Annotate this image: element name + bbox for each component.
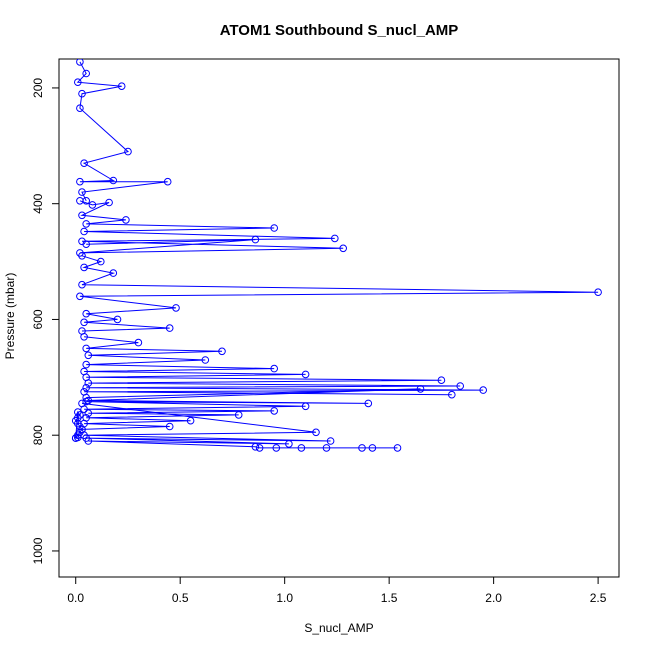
data-point — [272, 444, 281, 452]
data-point — [479, 386, 488, 394]
data-point — [78, 188, 86, 196]
data-point — [437, 376, 446, 385]
data-point — [109, 269, 118, 277]
data-point — [163, 177, 172, 186]
y-tick-label: 1000 — [31, 537, 45, 564]
x-tick-label: 0.5 — [172, 591, 189, 605]
data-point — [88, 201, 97, 209]
data-point — [134, 338, 143, 347]
data-point — [251, 443, 260, 451]
data-point — [82, 383, 90, 392]
data-point — [117, 82, 126, 90]
data-point — [255, 444, 264, 452]
data-point — [312, 428, 320, 437]
y-tick-label: 200 — [31, 78, 45, 98]
x-tick-label: 1.0 — [276, 591, 293, 605]
data-point — [82, 397, 90, 406]
axes: 0.0 0.5 1.0 1.5 2.0 2.5 200 400 600 800 1000 — [31, 78, 607, 605]
y-axis-label: Pressure (mbar) — [3, 273, 17, 360]
data-point — [80, 333, 88, 341]
data-point — [594, 288, 602, 297]
x-tick-label: 2.0 — [485, 591, 502, 605]
chart-title: ATOM1 Southbound S_nucl_AMP — [220, 22, 459, 39]
data-point — [285, 440, 293, 448]
series-line-1 — [79, 200, 344, 254]
series-line-0 — [76, 61, 168, 202]
y-tick-label: 800 — [31, 425, 45, 445]
data-point — [331, 234, 339, 243]
data-point — [201, 356, 210, 364]
data-point — [82, 344, 90, 353]
data-point — [358, 444, 366, 452]
data-point — [82, 309, 90, 318]
data-point — [234, 411, 243, 419]
series-line-4 — [81, 388, 421, 430]
data-point — [84, 437, 93, 445]
data-point — [122, 216, 130, 224]
data-point — [364, 399, 373, 408]
data-point — [76, 292, 84, 301]
data-point — [113, 315, 122, 324]
data-point — [251, 235, 260, 244]
data-point — [78, 252, 86, 260]
series-line-3 — [84, 336, 484, 396]
plot-frame — [58, 58, 620, 578]
data-point — [80, 318, 88, 327]
data-point — [172, 304, 180, 312]
data-point — [76, 59, 84, 66]
data-point — [270, 407, 279, 415]
data-point — [416, 385, 425, 393]
data-point — [393, 444, 402, 452]
data-point — [297, 444, 306, 452]
x-tick-label: 0.0 — [67, 591, 84, 605]
data-point — [270, 364, 279, 373]
y-tick-label: 400 — [31, 193, 45, 213]
data-point — [84, 409, 93, 418]
data-point — [80, 227, 88, 236]
data-point — [74, 433, 82, 442]
data-point — [105, 198, 113, 207]
data-point — [76, 177, 84, 186]
data-point — [165, 422, 174, 431]
data-point — [82, 69, 90, 78]
plot-area — [71, 59, 602, 452]
data-point — [186, 416, 195, 425]
data-point — [82, 360, 90, 369]
data-point — [322, 444, 331, 452]
data-point — [165, 324, 174, 332]
data-point — [78, 280, 86, 289]
data-point — [368, 444, 377, 452]
data-point — [270, 224, 279, 232]
data-point — [80, 159, 88, 167]
data-point — [82, 240, 90, 248]
x-tick-label: 1.5 — [381, 591, 398, 605]
x-axis-label: S_nucl_AMP — [304, 621, 373, 635]
data-point — [339, 244, 348, 253]
data-point — [76, 197, 84, 205]
series-line-5 — [81, 402, 398, 449]
data-point — [301, 402, 310, 411]
data-point — [456, 382, 465, 390]
data-point — [82, 220, 90, 228]
data-point — [448, 390, 456, 399]
y-tick-label: 600 — [31, 309, 45, 329]
data-point — [84, 379, 93, 387]
data-point — [76, 104, 84, 112]
data-point — [84, 351, 93, 360]
x-tick-label: 2.5 — [590, 591, 607, 605]
data-point — [74, 78, 82, 86]
series-line-2 — [79, 255, 599, 332]
data-point — [301, 370, 310, 379]
data-point — [78, 399, 86, 408]
data-point — [109, 176, 118, 185]
data-point — [97, 257, 105, 266]
data-point — [80, 263, 88, 272]
data-point — [218, 347, 226, 356]
data-point — [78, 89, 86, 98]
data-point — [326, 437, 335, 445]
data-point — [78, 211, 86, 220]
data-point — [74, 408, 82, 416]
data-point — [124, 147, 132, 156]
